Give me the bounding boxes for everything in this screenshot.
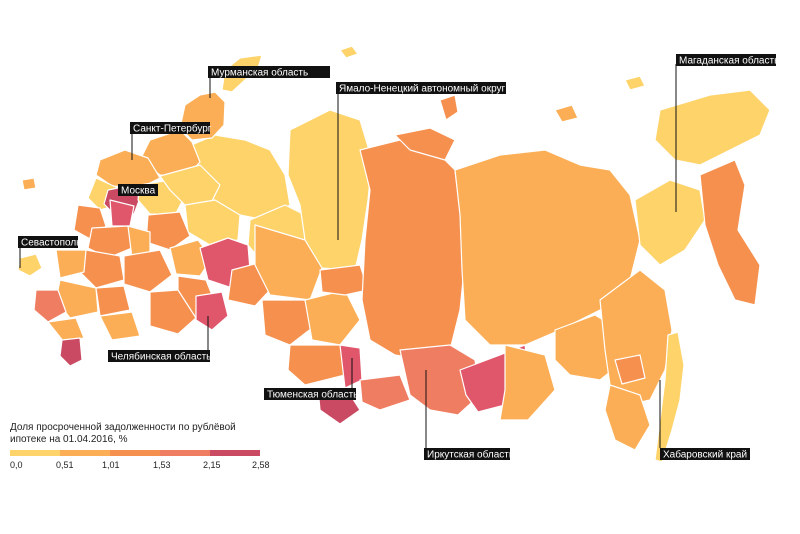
- region-khakassia-tuva[interactable]: [359, 374, 411, 411]
- region-volgograd[interactable]: [95, 285, 131, 317]
- region-chukotka[interactable]: [654, 89, 771, 166]
- label-irkutsk-text: Иркутская область: [427, 449, 514, 461]
- label-chelyabinsk: Челябинская область: [108, 350, 211, 363]
- region-novosibirsk[interactable]: [287, 344, 346, 386]
- label-sevastopol: Севастополь: [18, 236, 81, 249]
- region-omsk[interactable]: [304, 289, 361, 346]
- label-magadan: Магаданская область: [676, 54, 779, 67]
- region-chelyabinsk[interactable]: [195, 291, 229, 331]
- regions-layer: [17, 45, 771, 463]
- label-murmansk: Мурманская область: [208, 66, 330, 79]
- region-kemerovo[interactable]: [339, 344, 363, 389]
- label-spb-text: Санкт-Петербург: [133, 123, 212, 135]
- label-murmansk-text: Мурманская область: [211, 67, 308, 79]
- label-irkutsk: Иркутская область: [424, 448, 514, 461]
- legend-tick-5: 2,58: [252, 460, 270, 470]
- legend-swatch-0: [10, 450, 60, 456]
- label-sevastopol-text: Севастополь: [21, 238, 81, 249]
- island-new-siberian: [554, 104, 579, 123]
- region-astrakhan-kalmykia[interactable]: [99, 311, 141, 341]
- region-yamal[interactable]: [287, 109, 373, 271]
- label-magadan-text: Магаданская область: [679, 55, 779, 67]
- label-yamal-text: Ямало-Ненецкий автономный округ: [339, 84, 506, 95]
- legend-swatch-1: [60, 450, 110, 456]
- region-magadan[interactable]: [634, 179, 706, 266]
- label-khabarovsk-text: Хабаровский край: [663, 449, 747, 461]
- label-tyumen: Тюменская область: [264, 388, 358, 401]
- region-kaluga-tula[interactable]: [87, 225, 133, 259]
- leader-lines: [19, 64, 677, 448]
- legend-swatch-4: [210, 450, 260, 456]
- region-jewish-ao[interactable]: [614, 354, 646, 385]
- island-franz-josef: [339, 45, 359, 59]
- island-wrangel: [624, 75, 646, 91]
- region-krasnoyarsk[interactable]: [359, 139, 466, 361]
- region-dagestan[interactable]: [59, 337, 83, 367]
- labels-layer: Мурманская область Ямало-Ненецкий автоно…: [18, 54, 779, 461]
- label-khabarovsk: Хабаровский край: [660, 448, 750, 461]
- region-stavropol[interactable]: [47, 317, 85, 343]
- legend-swatch-2: [110, 450, 160, 456]
- region-orenburg[interactable]: [149, 289, 197, 335]
- region-irkutsk[interactable]: [399, 344, 481, 416]
- region-tomsk[interactable]: [319, 264, 369, 296]
- region-zabaykalsky[interactable]: [499, 344, 556, 421]
- region-taymyr-north[interactable]: [394, 127, 456, 161]
- region-krasnodar[interactable]: [33, 289, 67, 323]
- region-belgorod-kursk[interactable]: [55, 249, 87, 279]
- label-chelyabinsk-text: Челябинская область: [111, 351, 211, 363]
- region-penza-saratov[interactable]: [123, 249, 173, 293]
- label-tyumen-text: Тюменская область: [267, 389, 358, 401]
- legend-tick-0: 0,0: [10, 460, 23, 470]
- label-moscow: Москва: [118, 184, 158, 197]
- label-spb: Санкт-Петербург: [130, 122, 212, 135]
- region-sakhalin[interactable]: [654, 331, 685, 463]
- legend-tick-3: 1,53: [153, 460, 171, 470]
- legend-swatch-3: [160, 450, 210, 456]
- island-severnaya-zemlya: [439, 94, 459, 121]
- legend-title-line2: ипотеке на 01.04.2016, %: [10, 434, 128, 445]
- legend: Доля просроченной задолженности по рублё…: [10, 421, 270, 470]
- label-yamal: Ямало-Ненецкий автономный округ: [336, 82, 506, 95]
- region-kamchatka[interactable]: [699, 159, 761, 306]
- legend-tick-1: 0,51: [56, 460, 74, 470]
- region-primorye[interactable]: [604, 384, 651, 451]
- legend-tick-4: 2,15: [203, 460, 221, 470]
- region-voronezh[interactable]: [79, 249, 125, 289]
- kaliningrad[interactable]: [21, 177, 37, 191]
- label-moscow-text: Москва: [121, 186, 156, 197]
- region-tyumen-south[interactable]: [261, 299, 313, 346]
- legend-tick-2: 1,01: [102, 460, 120, 470]
- legend-title-line1: Доля просроченной задолженности по рублё…: [10, 421, 236, 433]
- region-crimea[interactable]: [17, 253, 43, 277]
